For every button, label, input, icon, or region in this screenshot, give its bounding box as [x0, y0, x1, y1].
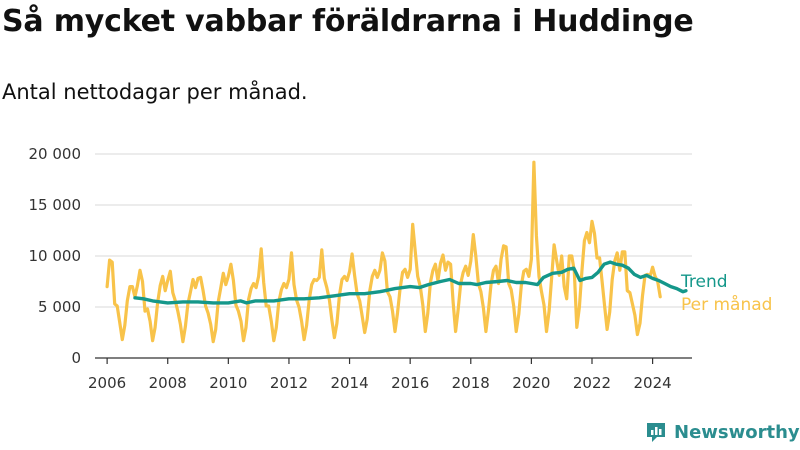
series-line-per-manad [105, 160, 662, 344]
y-tick-label: 20 000 [29, 145, 82, 163]
legend-label-trend: Trend [680, 272, 728, 292]
newsworthy-logo[interactable]: Newsworthy [644, 420, 800, 444]
legend-label-per-manad: Per månad [681, 294, 772, 315]
y-tick-label: 10 000 [29, 247, 82, 265]
x-tick-label: 2010 [209, 374, 247, 392]
x-tick-label: 2012 [270, 374, 308, 392]
brand-name: Newsworthy [674, 421, 800, 443]
y-tick-label: 5 000 [38, 298, 81, 316]
y-tick-label: 15 000 [29, 196, 82, 214]
x-tick-label: 2024 [634, 374, 672, 392]
x-tick-label: 2022 [573, 374, 611, 392]
axes: 0 5 000 10 000 15 000 20 000 2006 2008 2010 2012… [29, 145, 692, 392]
newsworthy-logo-icon [647, 423, 665, 442]
page-subtitle: Antal nettodagar per månad. [2, 80, 308, 104]
x-tick-label: 2006 [88, 374, 126, 392]
x-tick-label: 2018 [452, 374, 490, 392]
page-title: Så mycket vabbar föräldrarna i Huddinge [2, 4, 694, 39]
x-tick-label: 2020 [512, 374, 550, 392]
series-line-trend [133, 260, 688, 305]
x-tick-label: 2016 [391, 374, 429, 392]
x-tick-label: 2014 [330, 374, 368, 392]
x-tick-label: 2008 [149, 374, 187, 392]
y-tick-label: 0 [71, 349, 81, 367]
grid-lines [95, 153, 692, 308]
series-lines [105, 160, 688, 344]
